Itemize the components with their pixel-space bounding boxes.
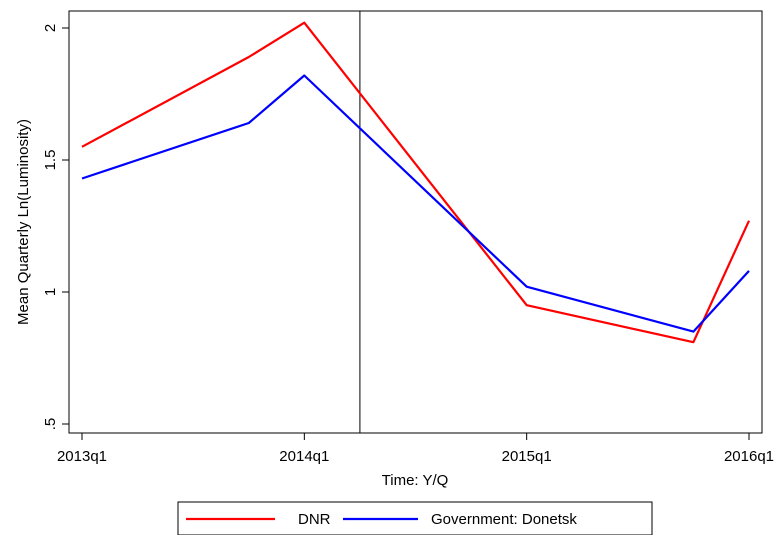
legend-label-0: DNR	[298, 511, 331, 528]
x-tick-label: 2016q1	[724, 448, 774, 465]
series-line-1	[81, 74, 750, 333]
y-tick-label: 1.5	[42, 150, 59, 171]
legend-label-1: Government: Donetsk	[431, 511, 577, 528]
x-axis: 2013q1 2014q1 2015q1 2016q1	[57, 433, 774, 465]
y-tick-label: 1	[42, 288, 59, 296]
y-tick-label: .5	[42, 418, 59, 431]
x-tick-label: 2015q1	[502, 448, 552, 465]
y-tick-label: 2	[42, 24, 59, 32]
series-layer	[81, 21, 751, 344]
y-axis-title: Mean Quarterly Ln(Luminosity)	[15, 119, 32, 325]
plot-frame	[68, 10, 763, 434]
x-tick-label: 2014q1	[279, 448, 329, 465]
x-tick-label: 2013q1	[57, 448, 107, 465]
legend: DNR Government: Donetsk	[177, 501, 653, 535]
x-axis-title: Time: Y/Q	[382, 472, 449, 489]
y-axis: .5 1 1.5 2	[42, 24, 69, 430]
